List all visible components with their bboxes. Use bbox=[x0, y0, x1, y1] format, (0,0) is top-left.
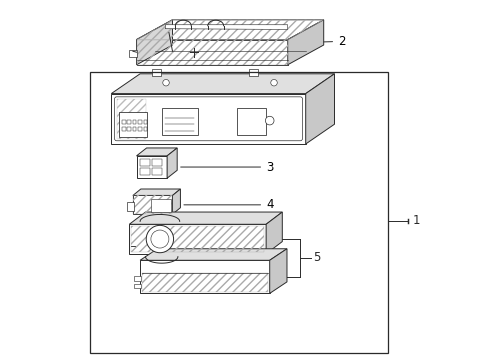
Bar bbox=[133, 195, 172, 214]
Polygon shape bbox=[165, 25, 287, 30]
Bar bbox=[133, 195, 172, 214]
Bar bbox=[89, 72, 387, 353]
Bar bbox=[248, 69, 257, 76]
Polygon shape bbox=[265, 212, 282, 254]
Bar bbox=[150, 199, 170, 212]
Bar bbox=[143, 120, 147, 124]
Bar bbox=[133, 127, 136, 131]
Polygon shape bbox=[136, 20, 172, 65]
Circle shape bbox=[265, 116, 273, 125]
Circle shape bbox=[151, 230, 168, 248]
Polygon shape bbox=[111, 74, 334, 94]
Polygon shape bbox=[269, 249, 286, 293]
Text: 3: 3 bbox=[180, 161, 273, 174]
Bar bbox=[140, 168, 150, 175]
Circle shape bbox=[270, 80, 277, 86]
Bar bbox=[122, 127, 125, 131]
Polygon shape bbox=[167, 148, 177, 178]
Bar bbox=[152, 159, 162, 166]
Bar bbox=[136, 156, 167, 178]
FancyBboxPatch shape bbox=[114, 97, 302, 141]
Bar bbox=[142, 273, 267, 292]
Polygon shape bbox=[136, 148, 177, 156]
Text: 5: 5 bbox=[312, 251, 320, 265]
Polygon shape bbox=[129, 212, 282, 224]
Polygon shape bbox=[287, 20, 323, 65]
Bar bbox=[117, 99, 145, 139]
Polygon shape bbox=[172, 189, 180, 214]
Text: 4: 4 bbox=[183, 198, 273, 211]
Bar bbox=[127, 120, 131, 124]
Polygon shape bbox=[305, 74, 334, 144]
Circle shape bbox=[146, 225, 173, 253]
Text: 1: 1 bbox=[412, 214, 420, 227]
Bar bbox=[143, 127, 147, 131]
Text: 2: 2 bbox=[311, 35, 345, 48]
Polygon shape bbox=[140, 249, 286, 260]
Bar bbox=[133, 276, 141, 281]
Bar bbox=[122, 120, 125, 124]
Bar bbox=[133, 120, 136, 124]
Bar bbox=[118, 112, 147, 137]
Circle shape bbox=[163, 80, 169, 86]
Bar bbox=[140, 159, 150, 166]
Bar bbox=[138, 120, 142, 124]
Polygon shape bbox=[136, 20, 323, 40]
Bar bbox=[133, 284, 141, 288]
Bar bbox=[127, 127, 131, 131]
Polygon shape bbox=[136, 40, 287, 65]
Bar bbox=[237, 108, 265, 135]
Bar bbox=[152, 168, 162, 175]
Bar bbox=[127, 202, 134, 211]
Bar bbox=[140, 260, 269, 293]
Polygon shape bbox=[133, 189, 180, 195]
Bar bbox=[129, 224, 265, 254]
Bar bbox=[151, 69, 160, 76]
Polygon shape bbox=[128, 50, 136, 57]
Bar bbox=[162, 108, 197, 135]
Polygon shape bbox=[111, 94, 305, 144]
Bar bbox=[131, 226, 264, 252]
Bar bbox=[138, 127, 142, 131]
